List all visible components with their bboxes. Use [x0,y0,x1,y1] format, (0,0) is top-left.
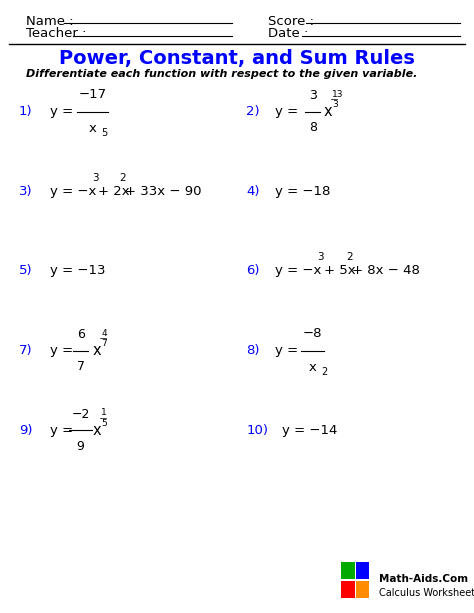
Text: 3: 3 [92,173,99,183]
Text: Score :: Score : [268,15,314,28]
Text: 9): 9) [19,424,32,437]
Text: −8: −8 [303,327,323,340]
Text: + 2x: + 2x [98,185,130,198]
Text: Math-Aids.Com: Math-Aids.Com [379,574,468,584]
Text: 3): 3) [19,185,33,198]
Text: 8: 8 [309,121,317,134]
Text: Power, Constant, and Sum Rules: Power, Constant, and Sum Rules [59,49,415,67]
Text: 2: 2 [346,253,353,262]
Text: 5: 5 [101,419,107,428]
Text: x: x [92,423,101,438]
Text: 2: 2 [321,367,327,376]
Text: 7: 7 [77,360,84,373]
Text: y = −18: y = −18 [275,185,330,198]
Text: 5): 5) [19,264,33,278]
Text: y = −13: y = −13 [50,264,105,278]
Text: + 5x: + 5x [324,264,356,278]
FancyBboxPatch shape [341,581,355,598]
Text: x: x [309,361,317,374]
Text: 9: 9 [77,440,84,452]
Text: 1): 1) [19,105,33,118]
Text: −17: −17 [78,88,107,101]
Text: 3: 3 [309,89,317,102]
FancyBboxPatch shape [356,562,369,579]
Text: y = −14: y = −14 [282,424,337,437]
Text: x: x [92,343,101,358]
Text: Date :: Date : [268,27,308,40]
Text: 7): 7) [19,344,33,357]
Text: −2: −2 [72,408,90,421]
Text: y =: y = [50,424,77,437]
Text: 5: 5 [101,128,107,137]
Text: 2: 2 [119,173,126,183]
Text: 10): 10) [246,424,268,437]
Text: 6): 6) [246,264,260,278]
Text: y = −x: y = −x [50,185,96,198]
Text: Differentiate each function with respect to the given variable.: Differentiate each function with respect… [26,69,418,78]
Text: y =: y = [50,105,77,118]
Text: Teacher :: Teacher : [26,27,87,40]
Text: 8): 8) [246,344,260,357]
Text: Calculus Worksheets: Calculus Worksheets [379,588,474,598]
Text: 1: 1 [101,408,107,417]
Text: 6: 6 [77,329,84,341]
Text: x: x [323,104,332,119]
Text: y =: y = [275,344,302,357]
Text: 4): 4) [246,185,260,198]
Text: 3: 3 [332,100,337,109]
Text: 2): 2) [246,105,260,118]
Text: 7: 7 [101,339,107,348]
FancyBboxPatch shape [341,562,355,579]
Text: + 8x − 48: + 8x − 48 [352,264,419,278]
Text: 4: 4 [101,329,107,338]
Text: 13: 13 [332,89,343,99]
Text: + 33x − 90: + 33x − 90 [125,185,201,198]
Text: 3: 3 [318,253,324,262]
Text: x: x [89,122,96,135]
Text: y = −x: y = −x [275,264,321,278]
FancyBboxPatch shape [356,581,369,598]
Text: Name :: Name : [26,15,73,28]
Text: y =: y = [275,105,302,118]
Text: y =: y = [50,344,77,357]
